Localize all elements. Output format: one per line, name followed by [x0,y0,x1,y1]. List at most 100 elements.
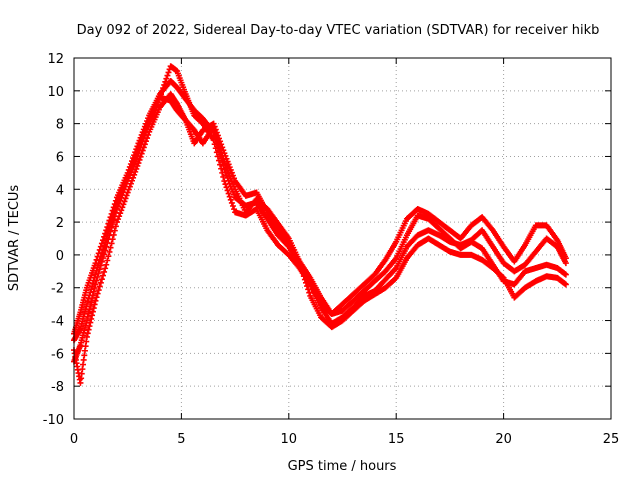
series-marker [134,162,141,169]
series-marker [91,301,98,308]
series-marker [85,326,92,333]
data-point [562,255,569,262]
series-marker [226,193,233,200]
series-marker [95,287,102,294]
series-marker [122,195,129,202]
series-marker [163,75,170,82]
series-marker [101,268,108,275]
data-point [562,281,569,288]
series-marker [98,276,105,283]
series-marker [105,253,112,260]
series-marker [98,249,105,256]
y-tick-label: -4 [51,315,64,330]
series-marker [93,267,100,274]
data-point [103,235,110,242]
data-point [210,137,217,144]
series-marker [109,236,116,243]
series-marker [116,213,123,220]
series-marker [94,290,101,297]
series-marker [392,266,399,273]
series-marker [91,274,98,281]
y-tick-label: 6 [56,150,64,165]
series-marker [89,308,96,315]
series-marker [217,161,224,168]
series-marker [159,88,166,95]
series-marker [305,286,312,293]
series-marker [136,156,143,163]
series-marker [224,187,231,194]
series-marker [223,184,230,191]
series-marker [214,138,221,145]
data-point [124,189,131,196]
series-marker [229,203,236,210]
data-point [83,333,90,340]
series-marker [212,131,219,138]
series-marker [117,210,124,217]
series-marker [139,147,146,154]
data-series [71,63,569,386]
series-marker [104,257,111,264]
series-marker [112,203,119,210]
y-tick-labels: -10 -8 -6 -4 -2 0 2 4 6 8 10 12 [43,52,64,428]
series-marker [231,206,238,213]
series-marker [99,246,106,253]
series-marker [161,81,168,88]
series-marker [110,231,117,238]
series-marker [90,277,97,284]
x-tick-label: 10 [281,432,298,447]
series-marker [219,169,226,176]
y-tick-label: -6 [51,347,64,362]
series-marker [99,272,106,279]
series-marker [111,227,118,234]
series-marker [88,315,95,322]
series-marker [215,141,222,148]
series-marker [97,253,104,260]
series-marker [87,289,94,296]
series-marker [227,196,234,203]
series-marker [104,231,111,238]
series-marker [225,190,232,197]
series-marker [304,283,311,290]
plot-frame [73,57,612,420]
series-marker [164,72,171,79]
series-marker [108,217,115,224]
series-marker [106,248,113,255]
series-marker [95,260,102,267]
series-track-c [71,91,569,386]
series-marker [131,171,138,178]
data-point [135,160,142,167]
y-tick-label: -10 [43,413,64,428]
y-tick-label: 10 [47,85,64,100]
series-marker [118,207,125,214]
series-marker [111,206,118,213]
data-point [562,271,569,278]
series-marker [137,153,144,160]
series-marker [110,210,117,217]
series-marker [302,279,309,286]
series-marker [162,78,169,85]
series-marker [301,276,308,283]
series-marker [115,216,122,223]
series-marker [94,264,101,271]
y-tick-label: 0 [56,249,64,264]
x-tick-label: 5 [177,432,185,447]
x-tick-label: 15 [388,432,405,447]
series-track-d [71,94,569,344]
series-marker [222,181,229,188]
series-marker [89,280,96,287]
series-marker [218,165,225,172]
series-marker [86,323,93,330]
series-marker [141,141,148,148]
series-marker [96,257,103,264]
series-marker [140,144,147,151]
series-marker [89,312,96,319]
series-marker [144,135,151,142]
series-marker [211,141,218,148]
series-marker [89,283,96,290]
series-marker [112,223,119,230]
series-marker [87,319,94,326]
series-marker [86,292,93,299]
data-point [221,178,228,185]
series-marker [130,174,137,181]
